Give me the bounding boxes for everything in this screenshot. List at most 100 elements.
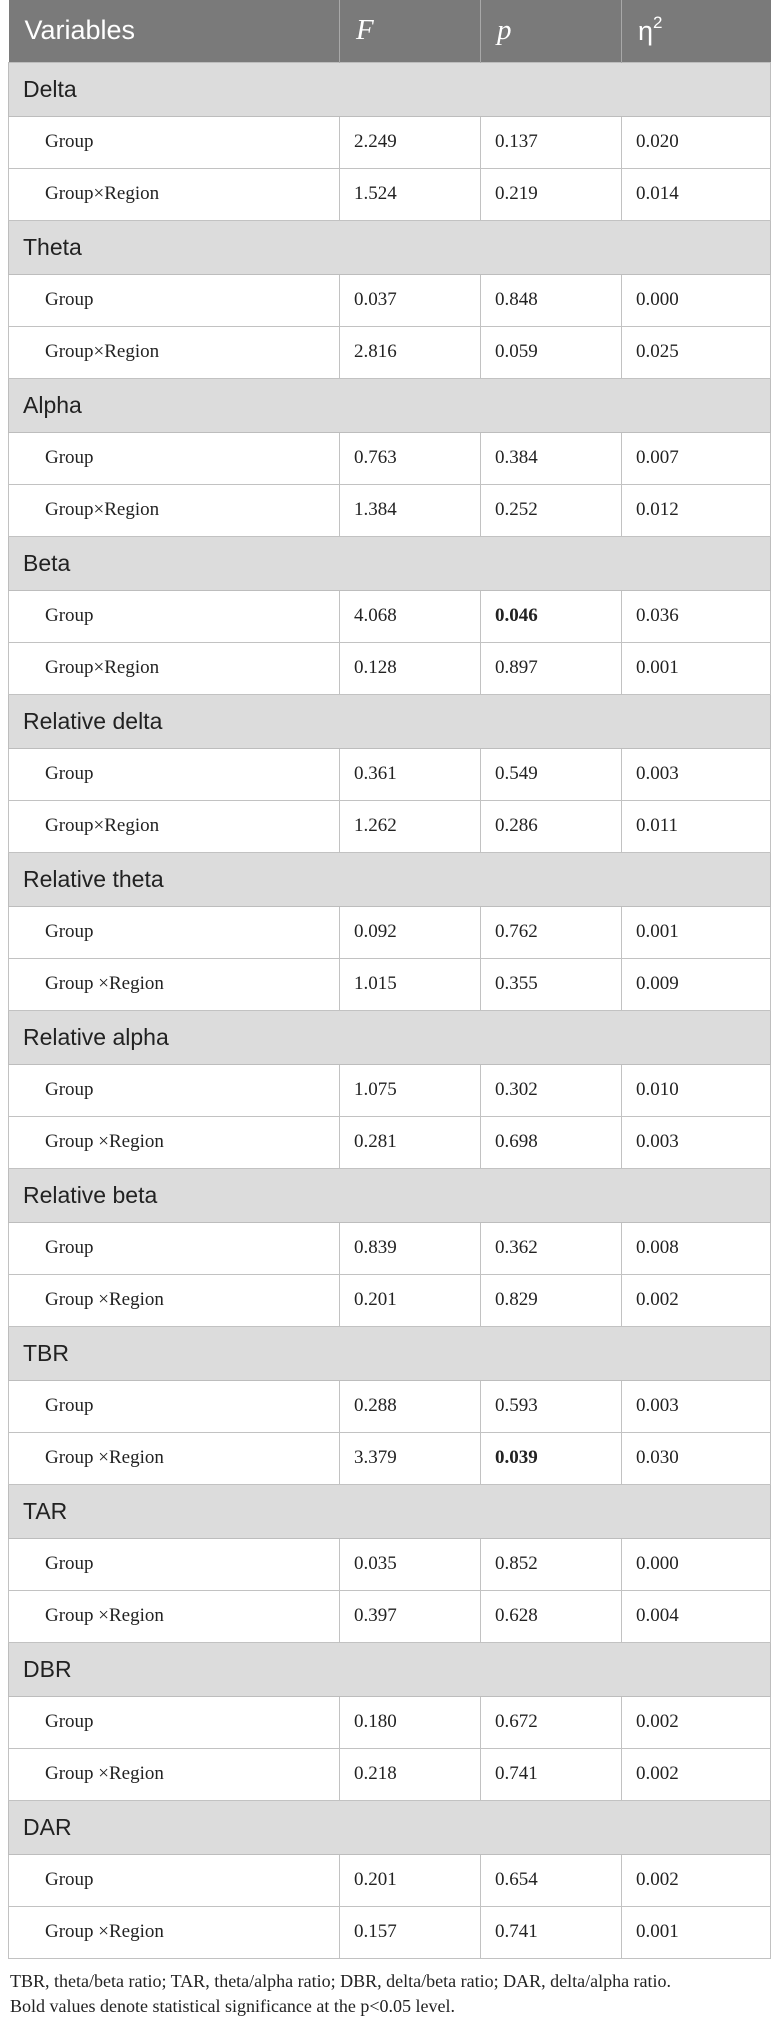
- row-label: Group×Region: [8, 483, 340, 537]
- row-label: Group ×Region: [8, 1115, 340, 1169]
- p-value: 0.384: [480, 431, 622, 485]
- table-row: Group 0.037 0.848 0.000: [8, 273, 771, 327]
- p-value: 0.897: [480, 641, 622, 695]
- section-title: Relative beta: [8, 1167, 771, 1223]
- section-title: TAR: [8, 1483, 771, 1539]
- header-eta-squared: η2: [621, 0, 771, 62]
- table-row: Group ×Region 0.397 0.628 0.004: [8, 1589, 771, 1643]
- eta-squared-value: 0.002: [621, 1853, 771, 1907]
- f-value: 0.397: [339, 1589, 481, 1643]
- section-row: Relative delta: [8, 693, 771, 749]
- p-value: 0.628: [480, 1589, 622, 1643]
- table-row: Group ×Region 0.218 0.741 0.002: [8, 1747, 771, 1801]
- f-value: 0.037: [339, 273, 481, 327]
- table-row: Group 0.839 0.362 0.008: [8, 1221, 771, 1275]
- table-row: Group ×Region 0.201 0.829 0.002: [8, 1273, 771, 1327]
- row-label: Group×Region: [8, 641, 340, 695]
- table-row: Group 1.075 0.302 0.010: [8, 1063, 771, 1117]
- row-label: Group: [8, 1221, 340, 1275]
- eta-squared-value: 0.003: [621, 747, 771, 801]
- row-label: Group: [8, 1537, 340, 1591]
- f-value: 0.361: [339, 747, 481, 801]
- header-eta-exponent: 2: [653, 12, 663, 32]
- statistics-table: Variables F p η2 Delta Group 2.249 0.137 0.0…: [8, 0, 771, 1959]
- row-label: Group×Region: [8, 167, 340, 221]
- section-title: TBR: [8, 1325, 771, 1381]
- eta-squared-value: 0.025: [621, 325, 771, 379]
- p-value: 0.252: [480, 483, 622, 537]
- section-row: DAR: [8, 1799, 771, 1855]
- section-title: Relative delta: [8, 693, 771, 749]
- section-title: Relative theta: [8, 851, 771, 907]
- f-value: 1.075: [339, 1063, 481, 1117]
- table-row: Group ×Region 1.015 0.355 0.009: [8, 957, 771, 1011]
- section-title: DAR: [8, 1799, 771, 1855]
- p-value: 0.059: [480, 325, 622, 379]
- row-label: Group: [8, 1853, 340, 1907]
- section-row: Relative theta: [8, 851, 771, 907]
- section-row: TAR: [8, 1483, 771, 1539]
- f-value: 0.288: [339, 1379, 481, 1433]
- f-value: 0.218: [339, 1747, 481, 1801]
- eta-squared-value: 0.001: [621, 641, 771, 695]
- p-value: 0.286: [480, 799, 622, 853]
- eta-squared-value: 0.030: [621, 1431, 771, 1485]
- table-row: Group ×Region 0.157 0.741 0.001: [8, 1905, 771, 1959]
- eta-squared-value: 0.020: [621, 115, 771, 169]
- row-label: Group: [8, 273, 340, 327]
- section-row: DBR: [8, 1641, 771, 1697]
- section-row: Relative beta: [8, 1167, 771, 1223]
- eta-squared-value: 0.011: [621, 799, 771, 853]
- row-label: Group: [8, 431, 340, 485]
- f-value: 0.035: [339, 1537, 481, 1591]
- section-title: DBR: [8, 1641, 771, 1697]
- footnote-abbreviations: TBR, theta/beta ratio; TAR, theta/alpha …: [10, 1970, 672, 1991]
- f-value: 0.157: [339, 1905, 481, 1959]
- eta-squared-value: 0.001: [621, 905, 771, 959]
- p-value: 0.829: [480, 1273, 622, 1327]
- eta-squared-value: 0.004: [621, 1589, 771, 1643]
- p-value: 0.672: [480, 1695, 622, 1749]
- table-footnotes: TBR, theta/beta ratio; TAR, theta/alpha …: [8, 1969, 770, 2019]
- p-value: 0.698: [480, 1115, 622, 1169]
- row-label: Group ×Region: [8, 1431, 340, 1485]
- table-row: Group ×Region 0.281 0.698 0.003: [8, 1115, 771, 1169]
- f-value: 0.092: [339, 905, 481, 959]
- row-label: Group ×Region: [8, 1747, 340, 1801]
- table-row: Group×Region 1.384 0.252 0.012: [8, 483, 771, 537]
- eta-squared-value: 0.000: [621, 1537, 771, 1591]
- table-row: Group 2.249 0.137 0.020: [8, 115, 771, 169]
- p-value: 0.593: [480, 1379, 622, 1433]
- row-label: Group: [8, 1063, 340, 1117]
- f-value: 0.763: [339, 431, 481, 485]
- eta-squared-value: 0.001: [621, 1905, 771, 1959]
- p-value: 0.046: [480, 589, 622, 643]
- f-value: 1.384: [339, 483, 481, 537]
- header-eta-symbol: η: [638, 15, 654, 46]
- section-row: Alpha: [8, 377, 771, 433]
- eta-squared-value: 0.036: [621, 589, 771, 643]
- eta-squared-value: 0.007: [621, 431, 771, 485]
- table-row: Group×Region 1.262 0.286 0.011: [8, 799, 771, 853]
- eta-squared-value: 0.010: [621, 1063, 771, 1117]
- header-variables: Variables: [8, 0, 340, 62]
- f-value: 1.015: [339, 957, 481, 1011]
- section-title: Alpha: [8, 377, 771, 433]
- row-label: Group: [8, 1379, 340, 1433]
- p-value: 0.654: [480, 1853, 622, 1907]
- row-label: Group ×Region: [8, 1589, 340, 1643]
- eta-squared-value: 0.003: [621, 1379, 771, 1433]
- header-f: F: [339, 0, 481, 62]
- f-value: 2.816: [339, 325, 481, 379]
- table-row: Group 0.180 0.672 0.002: [8, 1695, 771, 1749]
- f-value: 2.249: [339, 115, 481, 169]
- table-row: Group×Region 0.128 0.897 0.001: [8, 641, 771, 695]
- p-value: 0.549: [480, 747, 622, 801]
- eta-squared-value: 0.014: [621, 167, 771, 221]
- p-value: 0.741: [480, 1905, 622, 1959]
- section-row: Delta: [8, 61, 771, 117]
- f-value: 0.201: [339, 1273, 481, 1327]
- eta-squared-value: 0.002: [621, 1273, 771, 1327]
- table-row: Group 0.201 0.654 0.002: [8, 1853, 771, 1907]
- section-title: Delta: [8, 61, 771, 117]
